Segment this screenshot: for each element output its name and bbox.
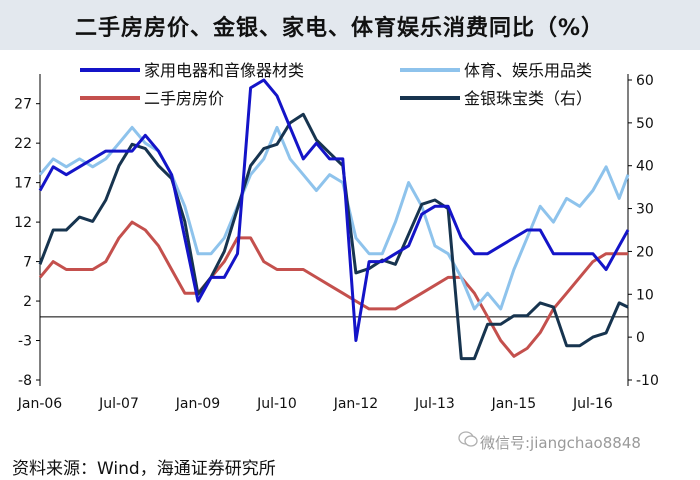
x-tick-label: Jan-06: [17, 396, 63, 412]
left-tick-label: 12: [14, 215, 32, 231]
source-note: 资料来源：Wind，海通证券研究所: [12, 459, 276, 479]
wechat-icon: [458, 431, 478, 447]
x-tick-label: Jan-12: [333, 396, 378, 412]
left-tick-label: -8: [18, 373, 32, 389]
right-tick-label: 50: [636, 116, 654, 132]
x-tick-label: Jan-09: [175, 396, 220, 412]
left-tick-label: 17: [14, 176, 32, 192]
left-tick-label: 22: [14, 136, 32, 152]
legend-label: 家用电器和音像器材类: [144, 61, 304, 80]
right-tick-label: 10: [636, 287, 654, 303]
right-tick-label: 0: [636, 330, 645, 346]
right-tick-label: 30: [636, 202, 654, 218]
left-tick-label: 7: [23, 255, 32, 271]
x-tick-label: Jul-10: [256, 396, 297, 412]
series-layer: [38, 78, 630, 361]
x-tick-label: Jul-13: [414, 396, 455, 412]
right-tick-label: 20: [636, 244, 654, 260]
title-bar: [0, 0, 700, 50]
x-tick-label: Jul-16: [572, 396, 613, 412]
legend-label: 二手房房价: [144, 89, 224, 108]
right-tick-label: -10: [636, 373, 659, 389]
x-tick-label: Jan-15: [491, 396, 536, 412]
series-line: [38, 125, 630, 311]
left-tick-label: -3: [18, 334, 32, 350]
x-tick-label: Jul-07: [98, 396, 139, 412]
chart-title: 二手房房价、金银、家电、体育娱乐消费同比（%）: [75, 16, 605, 41]
series-line: [38, 78, 630, 342]
right-tick-label: 40: [636, 159, 654, 175]
legend-label: 体育、娱乐用品类: [464, 61, 592, 80]
left-tick-label: 27: [14, 97, 32, 113]
series-line: [38, 220, 628, 358]
right-tick-label: 60: [636, 73, 654, 89]
left-tick-label: 2: [23, 294, 32, 310]
legend-label: 金银珠宝类（右）: [464, 89, 592, 108]
watermark: 微信号:jiangchao8848: [480, 434, 641, 452]
